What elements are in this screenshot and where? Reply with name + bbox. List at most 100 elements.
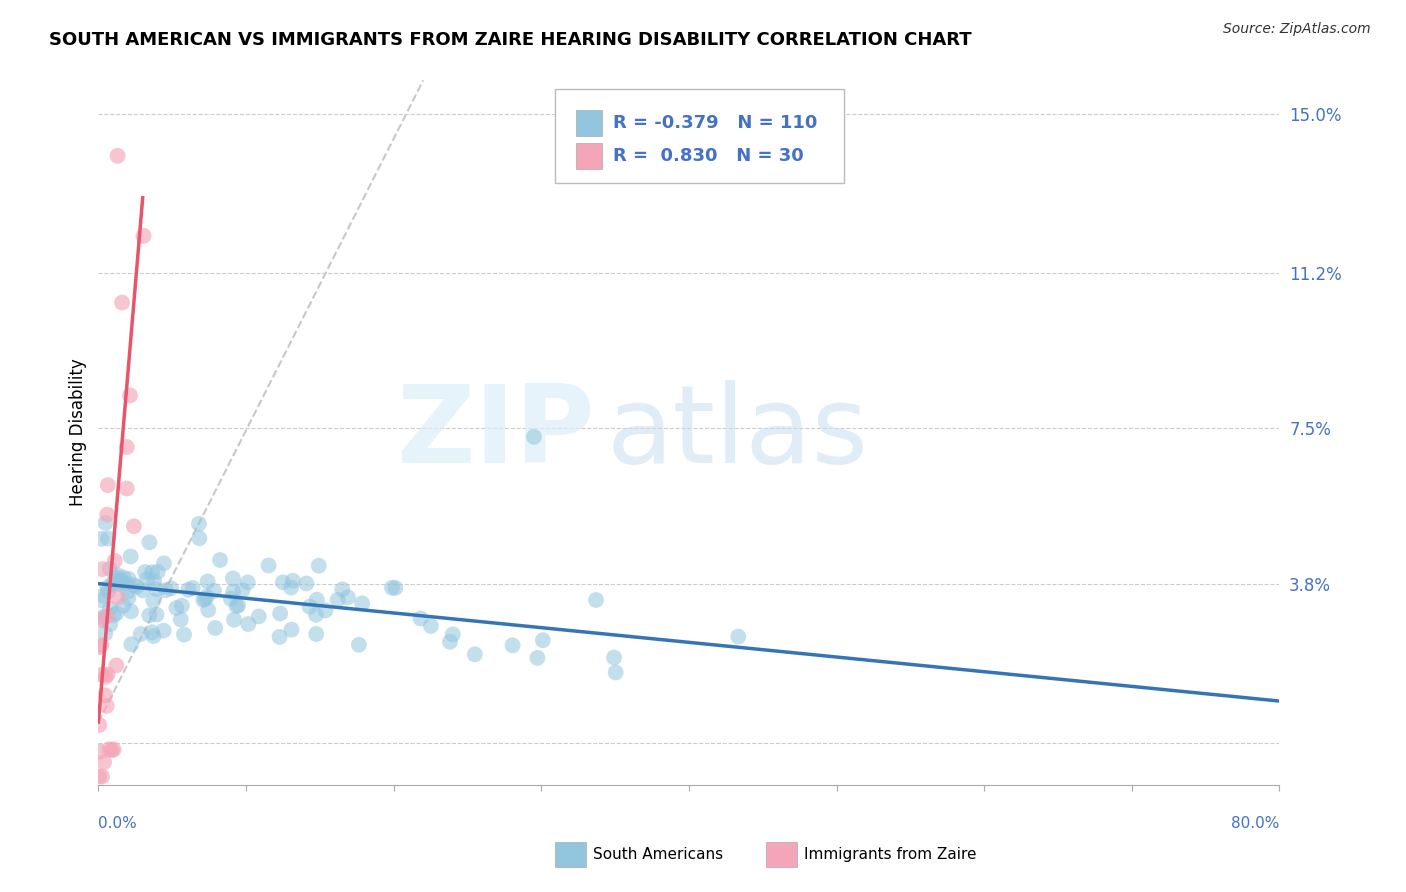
Point: [222, 572, 245, 586]
Point: [97, 584, 120, 599]
Point: [112, 599, 135, 613]
Point: [115, 482, 138, 496]
Point: [314, 603, 336, 617]
Point: [117, 591, 139, 606]
Point: [165, 601, 187, 615]
Point: [97, 478, 120, 492]
Point: [104, 571, 127, 585]
Point: [347, 638, 370, 652]
Point: [94, 670, 117, 684]
Point: [90, 532, 112, 546]
Point: [89, 745, 111, 759]
Point: [122, 519, 145, 533]
Point: [197, 574, 219, 589]
Point: [107, 568, 129, 582]
Point: [90, 668, 112, 682]
Point: [131, 583, 153, 598]
Point: [98, 562, 121, 576]
Point: [104, 554, 127, 568]
Point: [107, 149, 129, 163]
Point: [96, 508, 118, 522]
Point: [202, 583, 225, 598]
Point: [247, 609, 270, 624]
Point: [222, 584, 245, 599]
Point: [195, 590, 218, 604]
Point: [120, 637, 142, 651]
Point: [336, 591, 359, 605]
Point: [603, 650, 626, 665]
Point: [134, 565, 156, 579]
Point: [727, 630, 749, 644]
Point: [143, 574, 166, 588]
Point: [153, 557, 176, 571]
Point: [384, 581, 406, 595]
Point: [129, 627, 152, 641]
Point: [298, 599, 321, 614]
Point: [305, 592, 328, 607]
Point: [96, 698, 118, 713]
Point: [98, 742, 121, 756]
Point: [226, 599, 249, 613]
Point: [146, 565, 169, 579]
Point: [585, 593, 607, 607]
Point: [103, 608, 125, 623]
Point: [419, 619, 441, 633]
Point: [93, 755, 115, 769]
Point: [90, 638, 112, 652]
Point: [271, 575, 294, 590]
Point: [177, 582, 200, 597]
Point: [138, 535, 160, 549]
Point: [308, 558, 330, 573]
Point: [173, 627, 195, 641]
Point: [142, 629, 165, 643]
Point: [152, 624, 174, 638]
Point: [115, 576, 138, 591]
Point: [160, 582, 183, 596]
Point: [96, 609, 118, 624]
Point: [141, 625, 163, 640]
Text: atlas: atlas: [606, 380, 869, 485]
Point: [111, 295, 134, 310]
Point: [105, 606, 128, 620]
Point: [105, 576, 128, 591]
Point: [305, 627, 328, 641]
Point: [117, 584, 139, 599]
Point: [105, 658, 128, 673]
Point: [138, 608, 160, 623]
Point: [120, 549, 142, 564]
Point: [91, 589, 114, 603]
Point: [381, 581, 404, 595]
Point: [502, 638, 524, 652]
Point: [122, 578, 145, 592]
Point: [103, 742, 125, 756]
Point: [115, 440, 138, 454]
Point: [194, 591, 217, 606]
Point: [170, 613, 193, 627]
Point: [97, 532, 120, 546]
Point: [101, 743, 124, 757]
Text: South Americans: South Americans: [593, 847, 724, 862]
Point: [89, 640, 111, 654]
Point: [187, 516, 209, 531]
Point: [132, 228, 155, 243]
Text: SOUTH AMERICAN VS IMMIGRANTS FROM ZAIRE HEARING DISABILITY CORRELATION CHART: SOUTH AMERICAN VS IMMIGRANTS FROM ZAIRE …: [49, 31, 972, 49]
Point: [330, 582, 353, 597]
Point: [280, 581, 302, 595]
Text: Immigrants from Zaire: Immigrants from Zaire: [804, 847, 977, 862]
Point: [170, 599, 193, 613]
Point: [91, 612, 114, 626]
Point: [94, 689, 117, 703]
Point: [280, 623, 302, 637]
Point: [145, 582, 167, 596]
Point: [110, 573, 132, 587]
Point: [305, 607, 328, 622]
Point: [155, 583, 177, 598]
Point: [96, 581, 118, 595]
Point: [90, 593, 112, 607]
Point: [197, 603, 219, 617]
Point: [145, 607, 167, 622]
Point: [120, 604, 142, 618]
Text: 80.0%: 80.0%: [1232, 816, 1279, 831]
Point: [141, 566, 163, 580]
Point: [117, 572, 139, 586]
